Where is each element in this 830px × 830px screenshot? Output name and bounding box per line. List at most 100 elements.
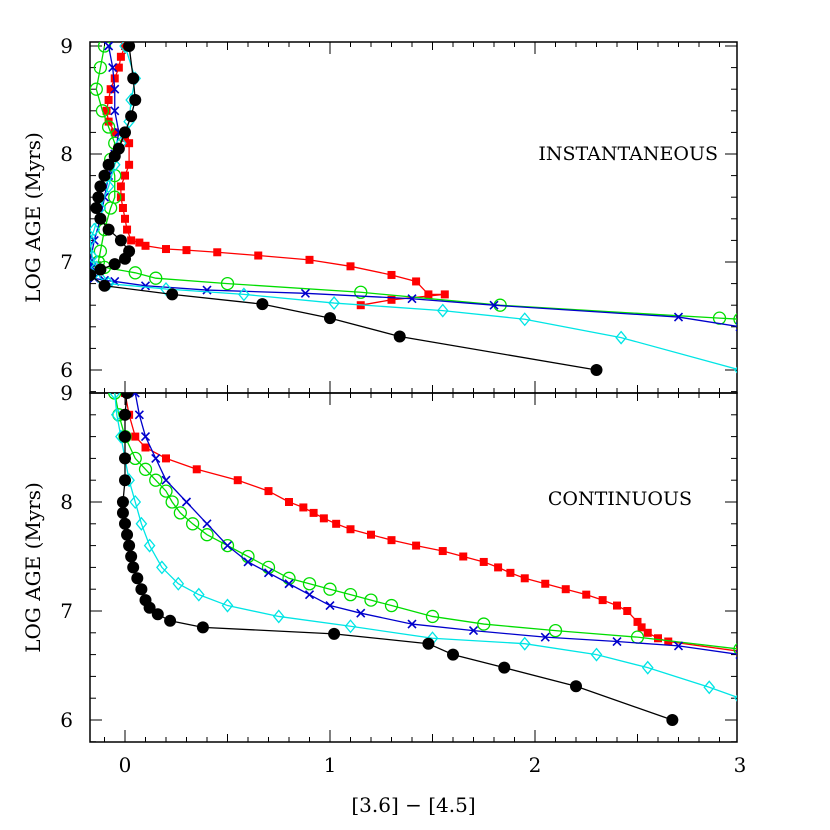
y-axis-label: LOG AGE (Myrs) [21,482,45,653]
data-point [104,96,113,104]
data-point [343,588,358,602]
x-tick-label: 0 [119,753,132,777]
data-point [328,627,341,640]
series-line [90,45,597,371]
data-point [149,473,163,487]
data-point [637,623,646,632]
data-point [98,169,111,182]
data-point [221,598,234,613]
y-tick-label: 9 [60,381,73,405]
data-point [202,519,212,529]
data-point [119,408,131,421]
data-point [570,680,582,693]
data-point [173,506,188,520]
data-point [125,550,138,563]
data-point [130,393,140,398]
data-point [127,236,136,245]
data-point [181,497,192,507]
data-point [623,607,632,615]
data-point [127,72,140,85]
data-point [367,530,375,539]
data-point [123,42,136,52]
data-point [164,614,177,627]
data-point [102,106,111,115]
data-point [233,476,242,485]
data-point [356,608,366,618]
data-point [612,636,622,647]
data-point [561,585,570,594]
data-point [151,453,161,463]
y-tick-label: 9 [60,34,73,58]
data-point [387,536,396,545]
data-point [90,82,103,96]
data-point [101,120,116,134]
data-point [128,266,142,280]
data-point [319,514,328,523]
data-point [94,180,107,193]
x-tick-label: 1 [324,753,337,777]
data-point [264,487,273,496]
data-point [733,643,737,656]
data-point [633,617,642,626]
data-point [220,538,235,553]
data-point [192,465,201,474]
data-point [256,298,269,311]
data-point [654,634,662,643]
data-point [263,568,274,578]
data-point [135,583,148,596]
data-point [102,158,115,171]
data-point [302,577,317,591]
data-point [140,281,151,291]
data-point [123,225,132,234]
data-point [129,94,142,106]
series-4 [116,393,679,726]
data-point [447,648,459,661]
data-point [324,312,336,325]
series-2 [90,42,737,332]
data-point [325,600,335,611]
data-point [94,263,107,276]
data-point [90,268,97,281]
y-tick-label: 7 [60,599,73,623]
series-1 [108,393,737,656]
data-point [436,303,449,318]
data-point [95,104,110,118]
data-point [102,223,115,236]
data-point [141,241,150,250]
data-point [90,249,99,264]
series-line [124,393,737,652]
data-point [541,579,550,588]
data-point [518,636,531,651]
series-line [122,393,673,721]
panel-instantaneous: 6 7 8 9 LOG AGE (Myrs) INSTANTANEOUS [21,34,738,394]
data-point [468,626,479,636]
data-point [673,312,684,322]
series-line [114,393,737,698]
data-point [104,42,114,51]
data-point [93,244,108,258]
data-point [479,557,488,566]
y-tick-label: 8 [60,142,73,166]
plot-frame [89,392,738,743]
data-point [703,680,716,695]
data-point [93,60,108,75]
data-point [477,617,491,631]
data-point [387,270,396,279]
data-point [185,517,200,531]
data-point [110,84,120,94]
y-axis-label: LOG AGE (Myrs) [21,132,45,303]
data-point [127,561,140,574]
data-point [734,366,737,374]
data-point [123,539,136,552]
data-point [108,258,121,271]
data-point [121,214,129,223]
data-point [121,171,129,180]
series-line [134,393,737,655]
data-point [119,126,131,139]
series-0 [121,393,737,656]
data-point [151,608,164,621]
data-point [364,593,378,607]
data-point [613,601,621,610]
x-tick-label: 3 [734,753,747,777]
